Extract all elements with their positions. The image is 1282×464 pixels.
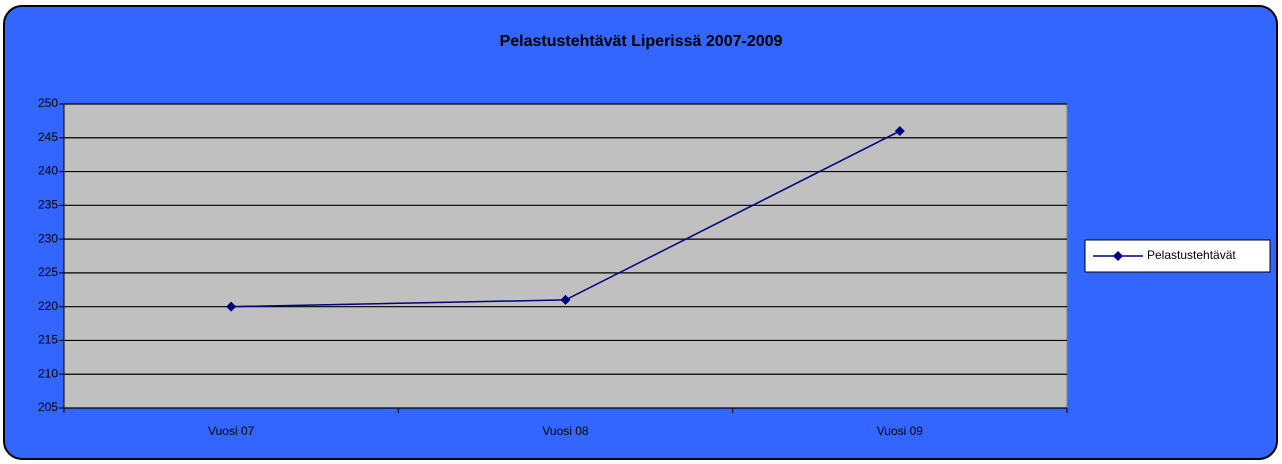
chart-title: Pelastustehtävät Liperissä 2007-2009 [500, 33, 783, 50]
x-tick-label: Vuosi 07 [208, 424, 255, 438]
y-tick-label: 210 [38, 366, 58, 380]
marker [1113, 251, 1123, 261]
marker [226, 301, 237, 312]
plot-area [63, 103, 1068, 409]
y-tick-label: 230 [38, 231, 58, 245]
marker [560, 294, 571, 305]
legend-label: Pelastustehtävät [1147, 248, 1236, 262]
x-tick-label: Vuosi 08 [542, 424, 589, 438]
y-tick-label: 225 [38, 265, 58, 279]
marker [894, 126, 905, 137]
y-tick-label: 245 [38, 130, 58, 144]
y-tick-label: 220 [38, 299, 58, 313]
y-tick-label: 215 [38, 333, 58, 347]
y-tick-label: 205 [38, 400, 58, 414]
y-tick-label: 235 [38, 198, 58, 212]
y-tick-label: 250 [38, 96, 58, 110]
x-tick-label: Vuosi 09 [877, 424, 924, 438]
y-tick-label: 240 [38, 164, 58, 178]
